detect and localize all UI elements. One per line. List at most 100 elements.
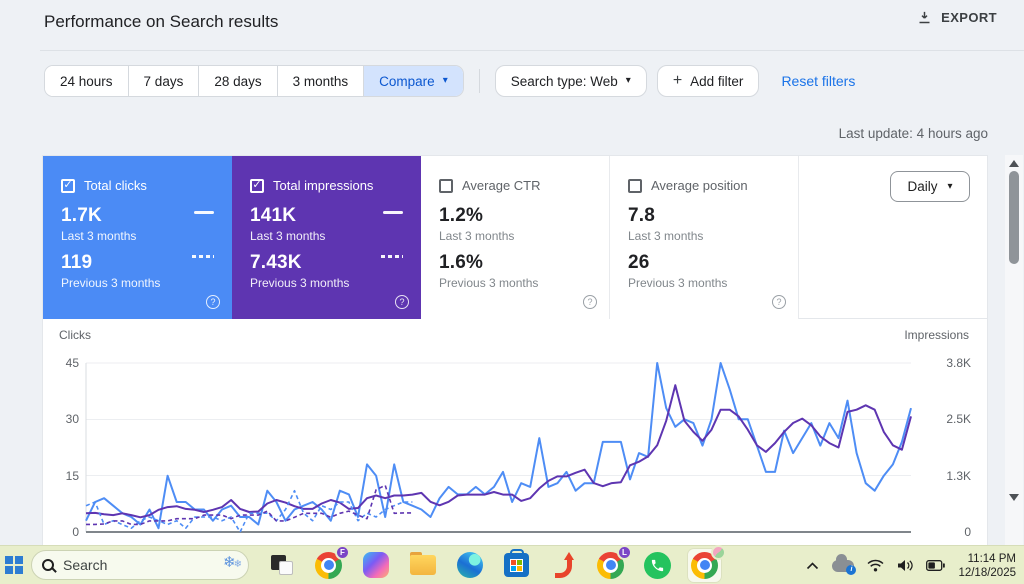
- card-previous-period: Previous 3 months: [61, 276, 161, 290]
- card-average-ctr[interactable]: Average CTR 1.2% Last 3 months 1.6% Prev…: [421, 156, 610, 319]
- performance-panel: ✓ Total clicks 1.7K Last 3 months 119 Pr…: [42, 155, 988, 584]
- whatsapp-icon[interactable]: [641, 549, 674, 582]
- chart-svg: [85, 362, 912, 533]
- add-filter-label: Add filter: [690, 73, 744, 89]
- left-tick: 45: [65, 356, 79, 370]
- card-previous-value: 7.43K: [250, 252, 302, 273]
- help-icon[interactable]: ?: [395, 295, 409, 309]
- card-current-value: 1.2%: [439, 205, 484, 226]
- file-explorer-icon[interactable]: [406, 549, 439, 582]
- dashed-line-legend-icon: [192, 255, 214, 258]
- onedrive-icon[interactable]: i: [832, 553, 857, 575]
- checkbox-checked-icon[interactable]: ✓: [61, 178, 75, 193]
- range-28-days[interactable]: 28 days: [199, 66, 278, 96]
- last-update-text: Last update: 4 hours ago: [838, 126, 988, 141]
- left-tick: 0: [72, 525, 79, 539]
- card-current-period: Last 3 months: [250, 229, 326, 243]
- card-label: Average position: [651, 178, 748, 193]
- chevron-down-icon: ▾: [947, 180, 953, 192]
- profile-badge: F: [335, 544, 350, 560]
- card-total-clicks[interactable]: ✓ Total clicks 1.7K Last 3 months 119 Pr…: [43, 156, 232, 319]
- reset-filters-link[interactable]: Reset filters: [781, 73, 856, 89]
- range-24-hours[interactable]: 24 hours: [45, 66, 129, 96]
- snowflake-icon: ❄❄: [223, 554, 242, 571]
- card-current-value: 141K: [250, 205, 297, 226]
- right-tick: 2.5K: [946, 412, 971, 426]
- scrollbar-thumb[interactable]: [1009, 171, 1019, 264]
- card-current-value: 1.7K: [61, 205, 102, 226]
- metric-cards-row: ✓ Total clicks 1.7K Last 3 months 119 Pr…: [43, 156, 987, 319]
- clock-date: 12/18/2025: [958, 566, 1016, 579]
- clock-time: 11:14 PM: [967, 552, 1016, 565]
- right-tick: 3.8K: [946, 356, 971, 370]
- taskbar-search[interactable]: Search ❄❄: [31, 550, 249, 580]
- windows-taskbar: Search ❄❄ F L: [0, 544, 1024, 584]
- card-previous-value: 1.6%: [439, 252, 484, 273]
- checkbox-unchecked-icon[interactable]: [628, 178, 642, 193]
- add-filter-button[interactable]: + Add filter: [656, 65, 760, 97]
- series-impressions-previous-3-months: [86, 484, 413, 526]
- system-tray: i 11:14 PM 12/18/2025: [806, 546, 1016, 584]
- left-tick: 15: [65, 469, 79, 483]
- search-placeholder: Search: [63, 557, 108, 573]
- card-current-period: Last 3 months: [61, 229, 137, 243]
- range-7-days[interactable]: 7 days: [128, 66, 200, 96]
- checkbox-unchecked-icon[interactable]: [439, 178, 453, 193]
- solid-line-legend-icon: [194, 211, 214, 214]
- page-title: Performance on Search results: [44, 12, 279, 31]
- search-type-label: Search type: Web: [510, 73, 618, 89]
- download-icon: [919, 11, 930, 24]
- microsoft-store-icon[interactable]: [500, 549, 533, 582]
- card-previous-value: 119: [61, 252, 93, 273]
- card-label: Total impressions: [273, 178, 374, 193]
- help-icon[interactable]: ?: [206, 295, 220, 309]
- search-type-dropdown[interactable]: Search type: Web ▾: [494, 65, 647, 97]
- card-current-period: Last 3 months: [439, 229, 515, 243]
- vertical-scrollbar[interactable]: [1005, 155, 1023, 545]
- right-axis-title: Impressions: [904, 328, 969, 342]
- chrome-profile-l-icon[interactable]: L: [594, 544, 632, 582]
- right-tick: 1.3K: [946, 469, 971, 483]
- card-total-impressions[interactable]: ✓ Total impressions 141K Last 3 months 7…: [232, 156, 421, 319]
- export-label: EXPORT: [941, 10, 997, 25]
- series-clicks-previous-3-months: [85, 489, 413, 533]
- dashed-line-legend-icon: [381, 255, 403, 258]
- header-divider: [40, 50, 1024, 51]
- range-3-months[interactable]: 3 months: [277, 66, 365, 96]
- tray-chevron-up-icon[interactable]: [806, 561, 819, 570]
- volume-icon[interactable]: [897, 559, 914, 572]
- performance-chart[interactable]: Clicks Impressions 45 30 15 0 3.8K 2.5K …: [43, 319, 987, 584]
- wifi-icon[interactable]: [867, 559, 884, 572]
- battery-icon[interactable]: [926, 560, 946, 571]
- scroll-down-arrow-icon[interactable]: [1009, 494, 1019, 501]
- card-previous-period: Previous 3 months: [250, 276, 350, 290]
- windows-start-icon[interactable]: [5, 556, 23, 574]
- series-impressions-last-3-months: [85, 384, 912, 519]
- task-view-icon[interactable]: [265, 549, 298, 582]
- filter-bar: 24 hours 7 days 28 days 3 months Compare…: [44, 65, 855, 97]
- search-icon: [42, 559, 54, 571]
- edge-icon[interactable]: [453, 549, 486, 582]
- chrome-profile-f-icon[interactable]: F: [312, 544, 350, 582]
- chevron-down-icon: ▾: [625, 75, 631, 86]
- profile-badge: L: [617, 544, 632, 560]
- card-previous-period: Previous 3 months: [439, 276, 539, 290]
- card-average-position[interactable]: Average position 7.8 Last 3 months 26 Pr…: [610, 156, 799, 319]
- left-axis-title: Clicks: [59, 328, 91, 342]
- checkbox-checked-icon[interactable]: ✓: [250, 178, 264, 193]
- help-icon[interactable]: ?: [583, 295, 597, 309]
- taskbar-clock[interactable]: 11:14 PM 12/18/2025: [958, 552, 1016, 580]
- card-label: Total clicks: [84, 178, 147, 193]
- plus-icon: +: [672, 72, 683, 89]
- card-previous-value: 26: [628, 252, 650, 273]
- scroll-up-arrow-icon[interactable]: [1009, 160, 1019, 167]
- help-icon[interactable]: ?: [772, 295, 786, 309]
- red-hook-app-icon[interactable]: [547, 549, 580, 582]
- card-label: Average CTR: [462, 178, 541, 193]
- right-tick: 0: [964, 525, 971, 539]
- copilot-icon[interactable]: [359, 549, 392, 582]
- compare-dropdown[interactable]: Compare ▾: [364, 66, 463, 96]
- granularity-dropdown[interactable]: Daily ▾: [890, 171, 970, 202]
- chrome-active-window-icon[interactable]: [688, 544, 726, 582]
- export-button[interactable]: EXPORT: [917, 10, 997, 25]
